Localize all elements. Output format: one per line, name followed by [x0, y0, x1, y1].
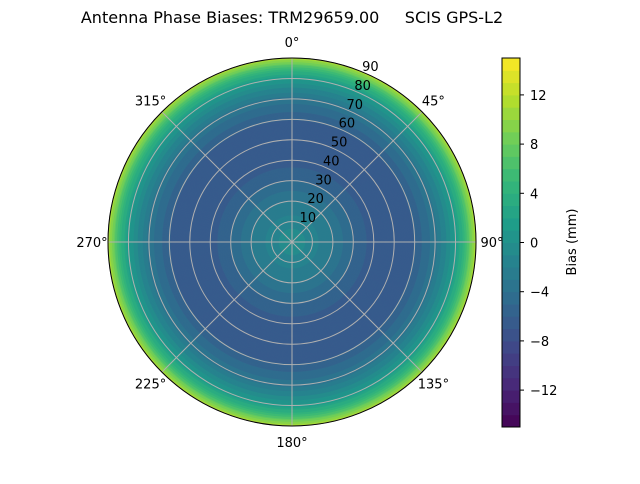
colorbar-band	[502, 168, 520, 182]
colorbar-tick-label: 8	[530, 138, 538, 153]
radial-tick-label: 60	[339, 117, 356, 132]
colorbar-band	[502, 205, 520, 219]
angle-tick-label: 270°	[76, 236, 107, 251]
colorbar-band	[502, 156, 520, 170]
colorbar-band	[502, 131, 520, 145]
colorbar-band	[502, 279, 520, 293]
angular-gridline	[291, 111, 423, 243]
radial-tick-label: 50	[331, 136, 348, 151]
colorbar-band	[502, 144, 520, 157]
colorbar-label: Bias (mm)	[565, 209, 580, 276]
angle-tick-label: 315°	[135, 95, 166, 110]
radial-tick-label: 10	[300, 211, 317, 226]
colorbar-band	[502, 328, 520, 342]
chart-title: Antenna Phase Biases: TRM29659.00 SCIS G…	[81, 8, 503, 27]
colorbar-tick-label: −4	[530, 286, 549, 301]
colorbar-tick-label: −8	[530, 335, 549, 350]
colorbar-band	[502, 217, 520, 231]
angle-tick-label: 135°	[418, 377, 449, 392]
colorbar-band	[502, 119, 520, 133]
colorbar-band	[502, 230, 520, 243]
angular-gridline	[291, 241, 423, 373]
colorbar-band	[502, 267, 520, 280]
angular-gridline	[161, 111, 293, 243]
colorbar-tick-label: 4	[530, 187, 538, 202]
colorbar-band	[502, 58, 520, 71]
colorbar-band	[502, 377, 520, 391]
radial-tick-label: 30	[315, 173, 332, 188]
angle-tick-label: 45°	[422, 95, 445, 110]
axis-labels: 0° 45° 90° 135° 180° 225° 270° 315° 10 20 30 40 50 60…	[76, 36, 503, 451]
colorbar-band	[502, 70, 520, 84]
colorbar-band	[502, 414, 520, 428]
colorbar-band	[502, 94, 520, 108]
radial-tick-label: 80	[354, 79, 371, 94]
colorbar-band	[502, 365, 520, 379]
colorbar-band	[502, 181, 520, 194]
colorbar-band	[502, 193, 520, 207]
angle-tick-label: 90°	[480, 236, 503, 251]
colorbar-tick-label: 12	[530, 89, 547, 104]
colorbar-band	[502, 316, 520, 330]
angle-tick-label: 0°	[285, 36, 300, 51]
colorbar: −12 −8 −4 0 4 8 12	[501, 57, 557, 428]
radial-tick-label: 70	[346, 98, 363, 113]
colorbar-band	[502, 291, 520, 305]
colorbar-band	[502, 107, 520, 120]
colorbar-band	[502, 390, 520, 403]
colorbar-band	[502, 254, 520, 268]
radial-tick-label: 40	[323, 154, 340, 169]
radial-tick-label: 90	[362, 60, 379, 75]
colorbar-band	[502, 353, 520, 366]
colorbar-band	[502, 340, 520, 354]
grid	[107, 57, 477, 427]
colorbar-band	[502, 402, 520, 416]
colorbar-tick-label: 0	[530, 237, 538, 252]
colorbar-band	[502, 242, 520, 256]
polar-frame	[107, 57, 477, 427]
colorbar-band	[502, 304, 520, 317]
angle-tick-label: 180°	[276, 436, 307, 451]
radial-tick-label: 20	[307, 192, 324, 207]
colorbar-band	[502, 82, 520, 96]
angle-tick-label: 225°	[135, 377, 166, 392]
angular-gridline	[161, 241, 293, 373]
colorbar-tick-label: −12	[530, 384, 557, 399]
